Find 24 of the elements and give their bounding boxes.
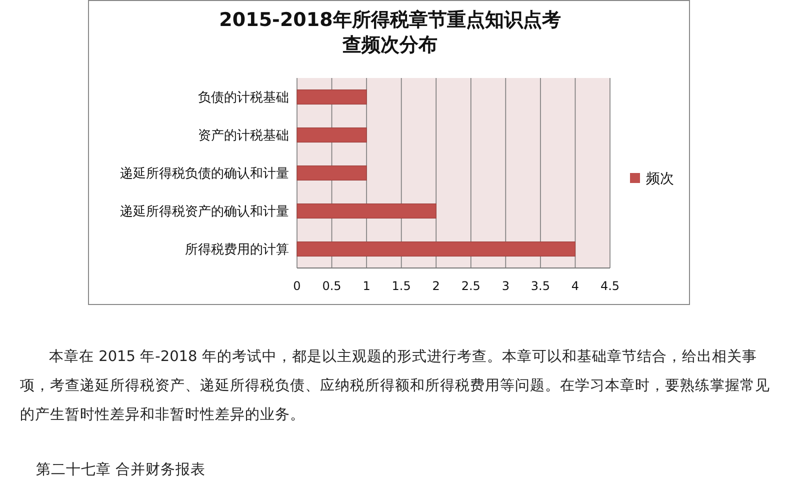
bar	[296, 89, 367, 105]
x-tick-label: 2	[432, 279, 440, 293]
x-tick-label: 1	[362, 279, 370, 293]
x-tick-label: 0	[293, 279, 301, 293]
x-tick-label: 2.5	[461, 279, 480, 293]
bar	[296, 127, 367, 143]
x-tick-label: 4	[571, 279, 580, 293]
x-tick-label: 3	[502, 279, 510, 293]
legend-label: 频次	[646, 170, 674, 187]
x-tick-label: 3.5	[530, 279, 550, 293]
y-tick-label: 负债的计税基础	[198, 90, 289, 106]
chart-title: 2015-2018年所得税章节重点知识点考查频次分布	[219, 9, 561, 56]
y-tick-label: 递延所得税负债的确认和计量	[120, 166, 289, 182]
y-tick-label: 资产的计税基础	[198, 128, 289, 144]
bar	[296, 203, 436, 219]
x-tick-label: 1.5	[392, 279, 411, 293]
x-tick-label: 4.5	[600, 279, 620, 293]
y-tick-label: 所得税费用的计算	[185, 242, 289, 258]
text: 本章在 2015 年-2018 年的考试中，都是以主观题的形式进行考查。本章可以和基础章节结合，给出相关事项，考查递延所得税资产、递延所得税负债、应纳税所得额和所得税费用等问题。在学习本章时，要熟练掌握常见的产生暂时性差异和非暂时性差异的业务。	[20, 348, 771, 425]
y-tick-label: 递延所得税资产的确认和计量	[120, 204, 289, 220]
bar	[296, 165, 367, 181]
x-tick-label: 0.5	[322, 279, 342, 293]
bar	[296, 241, 576, 257]
text: 第二十七章 合并财务报表	[36, 460, 206, 479]
